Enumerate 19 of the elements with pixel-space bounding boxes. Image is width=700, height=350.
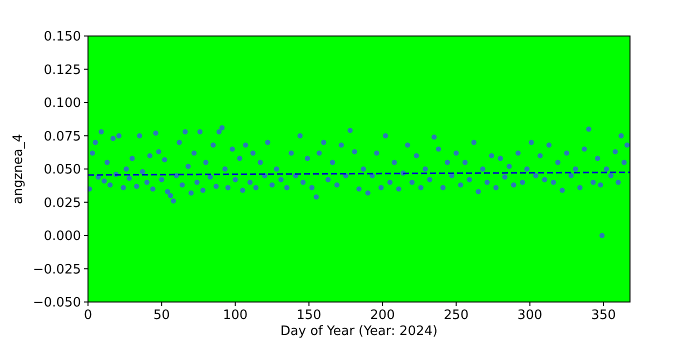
y-tick-label: −0.025 <box>32 262 81 278</box>
y-tick-label: 0.150 <box>44 30 81 44</box>
y-tick-label: 0.075 <box>44 129 81 144</box>
x-tick-label: 150 <box>296 308 322 323</box>
y-tick-label: 0.000 <box>44 229 81 244</box>
y-tick-label: 0.100 <box>44 96 81 111</box>
x-tick-label: 200 <box>370 308 395 323</box>
y-axis-title: angznea_4 <box>11 134 26 204</box>
x-tick-label: 50 <box>153 308 170 323</box>
x-tick-label: 250 <box>444 308 469 323</box>
y-tick-label: −0.050 <box>32 296 81 310</box>
x-tick-label: 350 <box>591 308 616 323</box>
y-tick-label: 0.025 <box>44 196 81 211</box>
x-axis-title: Day of Year (Year: 2024) <box>280 324 438 339</box>
x-tick-label: 0 <box>84 308 92 323</box>
y-tick-label: 0.050 <box>44 162 81 178</box>
x-tick-label: 300 <box>517 308 542 323</box>
x-tick-label: 100 <box>222 308 248 323</box>
y-tick-label: 0.125 <box>44 62 81 78</box>
